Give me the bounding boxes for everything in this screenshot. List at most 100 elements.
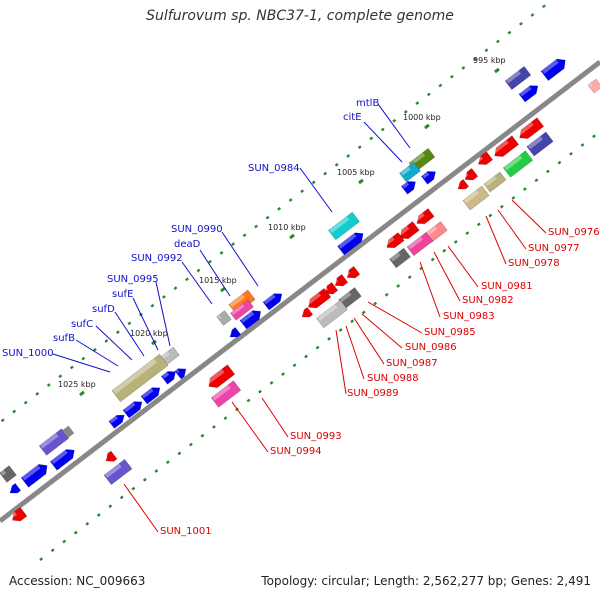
gene-block bbox=[400, 181, 416, 195]
gene-label-mtlB: mtlB bbox=[356, 98, 379, 109]
gene-block bbox=[9, 506, 28, 522]
kbp-tick bbox=[494, 67, 500, 74]
gene-block bbox=[108, 414, 125, 429]
tick-dash bbox=[23, 400, 28, 405]
tick-dash bbox=[85, 521, 90, 526]
leader-line bbox=[95, 325, 133, 361]
tick-dash bbox=[39, 557, 44, 561]
gene-label-SUN_0983: SUN_0983 bbox=[443, 311, 495, 322]
gene-label-deaD: deaD bbox=[174, 239, 201, 250]
gene-label-SUN_0987: SUN_0987 bbox=[386, 358, 438, 369]
tick-dash bbox=[522, 187, 527, 191]
tick-dash bbox=[488, 213, 493, 218]
leader-line bbox=[132, 297, 159, 351]
gene-label-citE: citE bbox=[343, 112, 362, 123]
gene-block bbox=[122, 401, 143, 419]
tick-dash bbox=[530, 13, 535, 17]
leader-line bbox=[299, 167, 333, 213]
gene-block bbox=[0, 465, 17, 483]
gene-block bbox=[305, 287, 332, 309]
gene-label-SUN_0986: SUN_0986 bbox=[405, 342, 457, 353]
tick-dash bbox=[212, 425, 216, 429]
gene-label-sufD: sufD bbox=[92, 304, 115, 315]
gene-block bbox=[316, 299, 348, 329]
tick-dash bbox=[177, 451, 182, 456]
tick-dash bbox=[0, 418, 5, 423]
gene-block bbox=[502, 150, 534, 178]
gene-block bbox=[300, 306, 314, 318]
kbp-label-1025: 1025 kbp bbox=[58, 380, 96, 389]
tick-dash bbox=[430, 257, 435, 262]
leader-line bbox=[199, 249, 231, 297]
tick-dash bbox=[304, 354, 308, 359]
tick-dash bbox=[115, 330, 120, 335]
tick-dash bbox=[142, 477, 147, 482]
leader-line bbox=[335, 329, 347, 395]
gene-block bbox=[160, 371, 176, 385]
gene-block bbox=[206, 364, 236, 388]
tick-dash bbox=[580, 143, 585, 147]
tick-dash bbox=[58, 374, 63, 379]
leader-line bbox=[377, 103, 411, 149]
tick-dash bbox=[476, 222, 481, 227]
tick-dash bbox=[519, 21, 523, 26]
tick-dash bbox=[472, 57, 477, 61]
gene-block bbox=[420, 171, 436, 185]
tick-dash bbox=[380, 127, 385, 132]
genome-backbone bbox=[0, 60, 600, 523]
gene-block bbox=[587, 78, 600, 94]
gene-block bbox=[492, 135, 520, 157]
tick-dash bbox=[104, 339, 109, 343]
tick-dash bbox=[449, 74, 454, 79]
tick-dash bbox=[323, 171, 328, 176]
tick-dash bbox=[92, 347, 97, 352]
gene-block bbox=[61, 425, 75, 439]
tick-dash bbox=[254, 224, 258, 229]
gene-block bbox=[103, 450, 118, 462]
tick-dash bbox=[403, 110, 408, 114]
tick-dash bbox=[311, 180, 316, 185]
tick-dash bbox=[384, 292, 389, 297]
tick-dash bbox=[46, 383, 51, 387]
gene-label-sufB: sufB bbox=[53, 333, 75, 344]
tick-dash bbox=[162, 295, 166, 299]
gene-block bbox=[210, 380, 242, 408]
gene-block bbox=[483, 171, 507, 193]
tick-dash bbox=[495, 39, 500, 44]
leader-line bbox=[123, 483, 159, 533]
leader-line bbox=[485, 215, 507, 265]
gene-block bbox=[406, 231, 434, 257]
leader-line bbox=[345, 325, 365, 380]
kbp-tick bbox=[220, 286, 226, 293]
kbp-tick bbox=[424, 123, 430, 130]
tick-dash bbox=[415, 101, 420, 105]
gene-block bbox=[38, 428, 70, 456]
tick-dash bbox=[277, 206, 282, 211]
gene-block bbox=[140, 387, 161, 405]
leader-line bbox=[52, 353, 111, 373]
tick-dash bbox=[81, 356, 86, 361]
gene-block bbox=[414, 208, 435, 225]
tick-dash bbox=[346, 154, 351, 158]
gene-label-SUN_0988: SUN_0988 bbox=[367, 373, 419, 384]
gene-label-SUN_0982: SUN_0982 bbox=[462, 295, 514, 306]
gene-label-SUN_0977: SUN_0977 bbox=[528, 243, 580, 254]
tick-dash bbox=[185, 277, 189, 282]
tick-dash bbox=[542, 4, 546, 9]
gene-block bbox=[174, 368, 187, 380]
gene-block bbox=[526, 131, 554, 157]
gene-label-SUN_0995: SUN_0995 bbox=[107, 274, 159, 285]
gene-block bbox=[456, 178, 470, 190]
gene-label-SUN_0985: SUN_0985 bbox=[424, 327, 476, 338]
tick-dash bbox=[442, 248, 447, 253]
tick-dash bbox=[12, 409, 17, 414]
leader-line bbox=[114, 311, 145, 357]
tick-dash bbox=[73, 530, 78, 535]
tick-dash bbox=[357, 145, 362, 150]
tick-dash bbox=[150, 303, 155, 308]
gene-label-SUN_0994: SUN_0994 bbox=[270, 446, 322, 457]
tick-dash bbox=[258, 389, 262, 394]
gene-block bbox=[8, 482, 22, 494]
gene-label-sufE: sufE bbox=[112, 289, 133, 300]
